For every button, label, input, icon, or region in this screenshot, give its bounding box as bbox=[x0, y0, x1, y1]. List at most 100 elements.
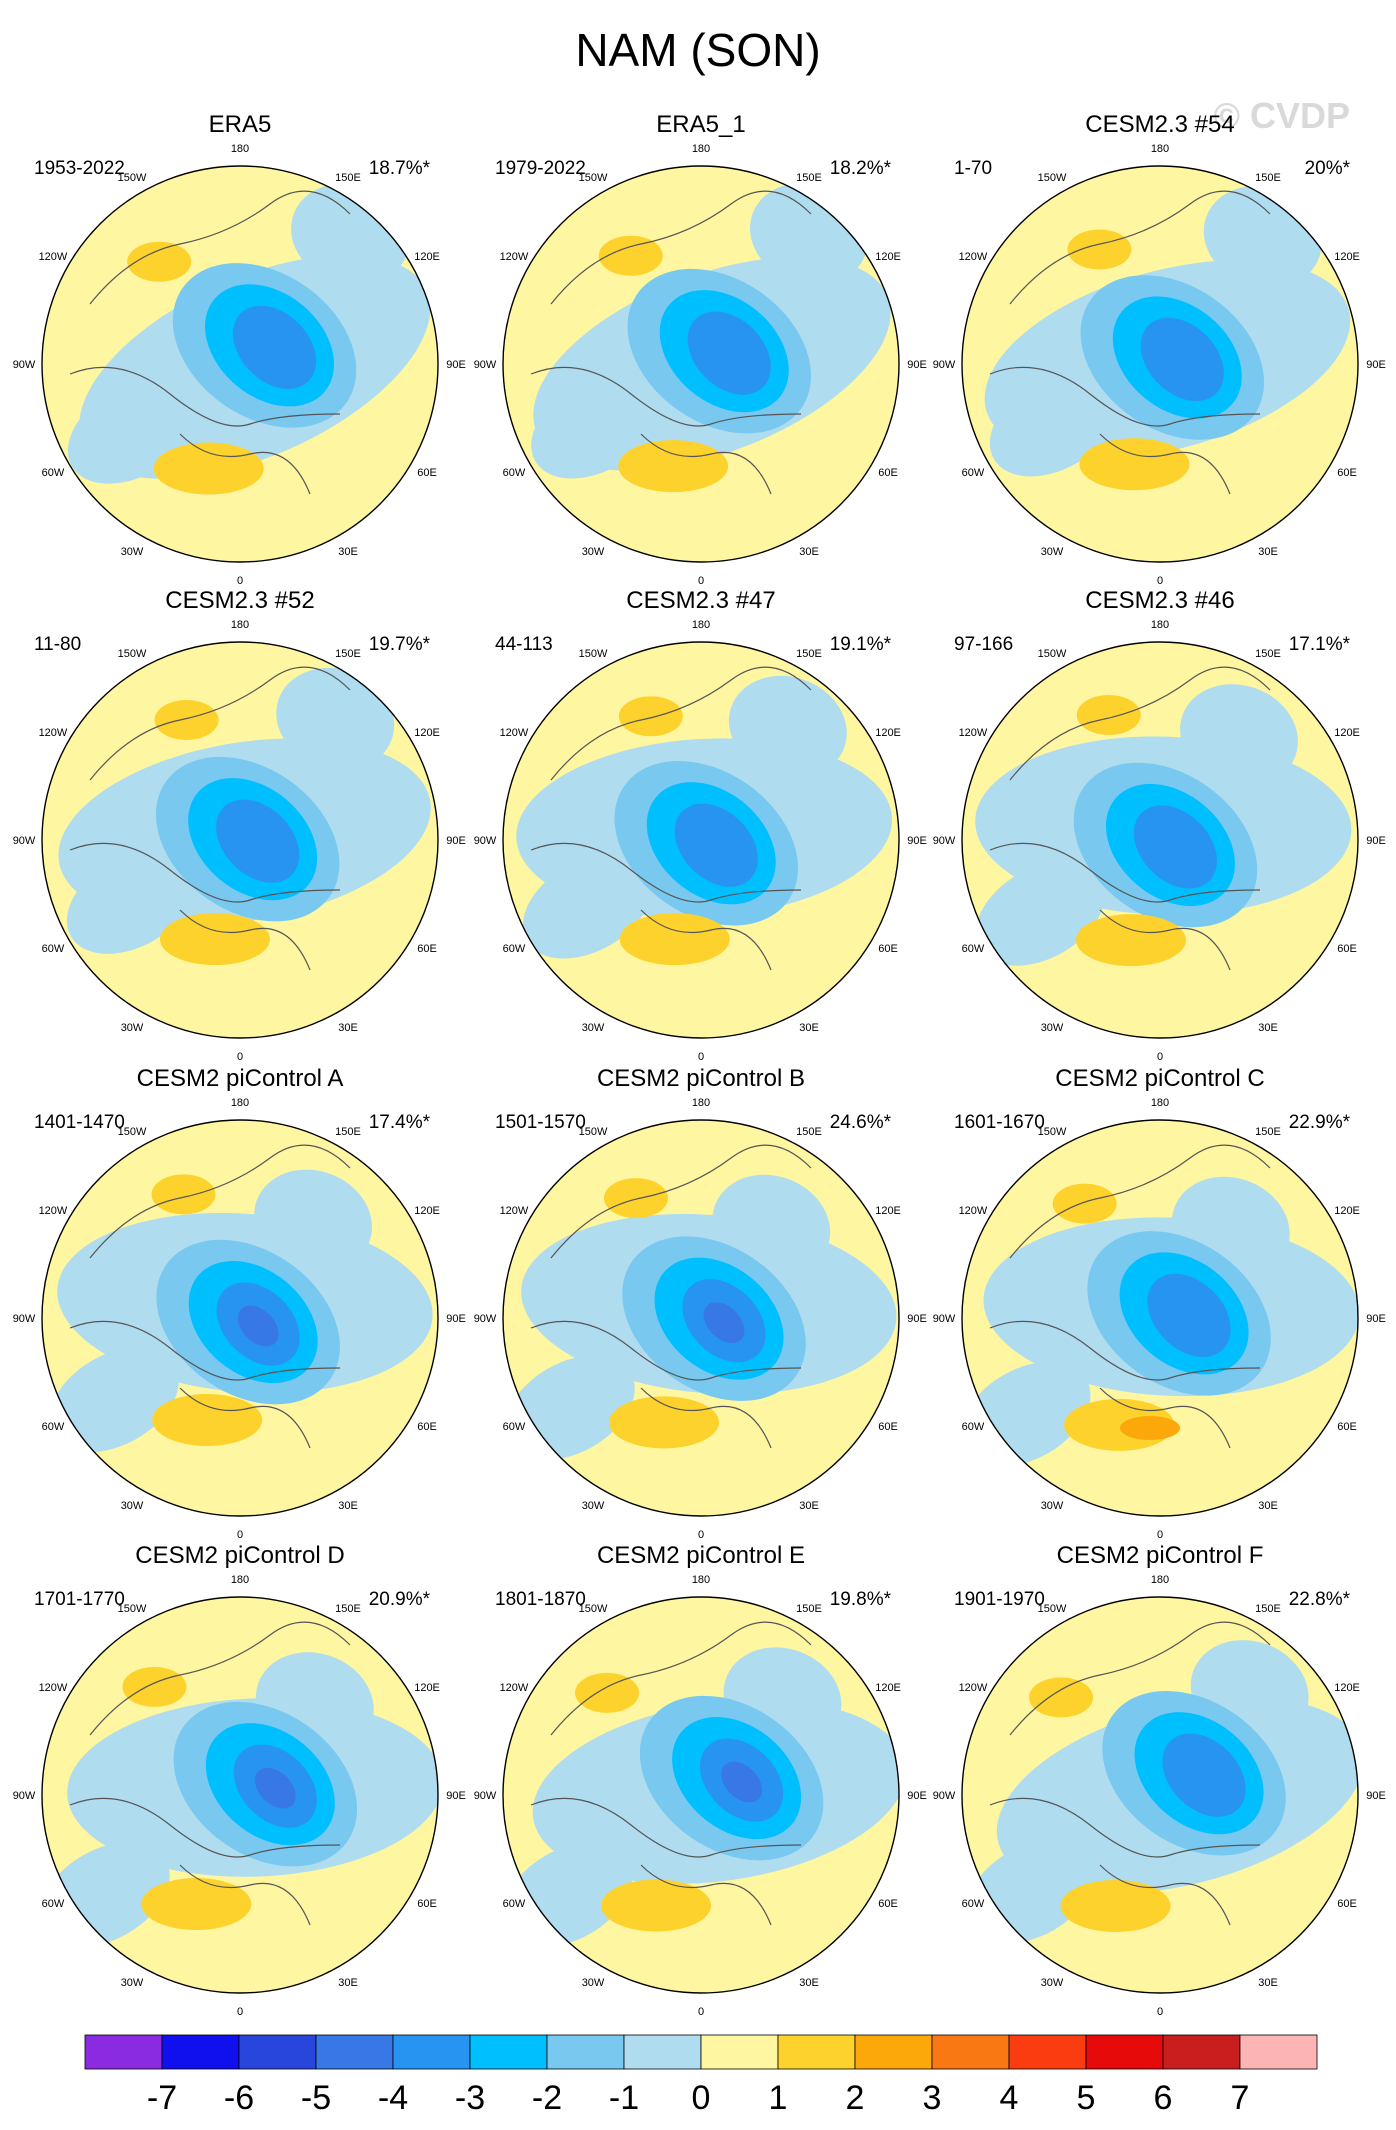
longitude-label: 120W bbox=[959, 251, 988, 263]
longitude-label: 120E bbox=[414, 1205, 440, 1217]
longitude-label: 30E bbox=[1258, 546, 1278, 558]
longitude-label: 60E bbox=[417, 1898, 437, 1910]
longitude-label: 60W bbox=[42, 943, 65, 955]
longitude-label: 90E bbox=[1366, 1313, 1386, 1325]
longitude-label: 60W bbox=[503, 1421, 526, 1433]
longitude-label: 60W bbox=[962, 943, 985, 955]
positive-region bbox=[598, 235, 663, 276]
contour-field bbox=[42, 1597, 438, 1993]
longitude-label: 30W bbox=[582, 1022, 605, 1034]
longitude-label: 30W bbox=[1041, 1500, 1064, 1512]
longitude-label: 150E bbox=[335, 1603, 361, 1615]
coastlines bbox=[530, 1144, 812, 1449]
negative-region bbox=[522, 853, 653, 959]
longitude-label: 120E bbox=[1334, 1205, 1360, 1217]
panel-title: ERA5_1 bbox=[656, 111, 745, 138]
positive-region bbox=[1067, 229, 1132, 270]
longitude-label: 90W bbox=[933, 835, 956, 847]
colorbar-tick-label: 2 bbox=[846, 2079, 865, 2117]
longitude-label: 150E bbox=[796, 172, 822, 184]
contour-field bbox=[503, 166, 899, 562]
positive-region bbox=[1029, 1677, 1094, 1718]
map-outline bbox=[961, 1596, 1359, 1994]
map-panel: ERA5_1 1979-2022 18.2%* 180 150E 120E 90E 60E 30… bbox=[474, 111, 927, 587]
panel-period: 1-70 bbox=[954, 158, 992, 179]
panel-period: 97-166 bbox=[954, 634, 1013, 655]
positive-region bbox=[154, 699, 219, 740]
negative-core-region bbox=[237, 1305, 279, 1347]
colorbar: -7 -6 -5 -4 -3 -2 -1 0 1 2 3 4 5 6 7 bbox=[84, 2034, 1318, 2117]
positive-region bbox=[159, 913, 270, 966]
colorbar-tick-label: -1 bbox=[609, 2079, 639, 2117]
longitude-label: 30W bbox=[582, 1977, 605, 1989]
longitude-label: 90W bbox=[474, 835, 497, 847]
panel-variance-percent: 19.7%* bbox=[369, 634, 431, 655]
longitude-label: 150W bbox=[118, 1603, 147, 1615]
coastlines bbox=[989, 1621, 1271, 1926]
map-panel: CESM2 piControl C 1601-1670 22.9%* 180 150E 1… bbox=[933, 1065, 1386, 1541]
map-panel: CESM2 piControl B 1501-1570 24.6%* 180 150E 1… bbox=[474, 1065, 927, 1541]
negative-region bbox=[66, 849, 197, 954]
longitude-label: 60W bbox=[42, 1421, 65, 1433]
contour-field bbox=[962, 166, 1358, 562]
map-panel: CESM2.3 #52 11-80 19.7%* 180 150E 120E 90E 60E 3… bbox=[13, 587, 466, 1063]
longitude-label: 150W bbox=[118, 172, 147, 184]
longitude-label: 90E bbox=[907, 1790, 927, 1802]
figure-title: NAM (SON) bbox=[575, 24, 820, 76]
longitude-label: 120W bbox=[39, 1682, 68, 1694]
positive-region bbox=[619, 913, 730, 966]
colorbar-tick-label: 6 bbox=[1154, 2079, 1173, 2117]
positive-region bbox=[122, 1666, 187, 1707]
map-outline bbox=[502, 165, 900, 563]
longitude-label: 30W bbox=[1041, 1022, 1064, 1034]
panel-title: CESM2 piControl C bbox=[1055, 1065, 1264, 1092]
panel-variance-percent: 19.1%* bbox=[830, 634, 892, 655]
map-panel: CESM2 piControl E 1801-1870 19.8%* 180 150E 1… bbox=[474, 1542, 927, 2018]
longitude-label: 90E bbox=[446, 359, 466, 371]
positive-region bbox=[618, 440, 729, 493]
longitude-label: 150W bbox=[579, 172, 608, 184]
longitude-label: 0 bbox=[698, 575, 704, 587]
map-panel: CESM2.3 #54 1-70 20%* 180 150E 120E 90E 60E 30E 0… bbox=[933, 111, 1386, 587]
coastlines bbox=[69, 1621, 351, 1926]
colorbar-box bbox=[854, 2034, 933, 2070]
map-outline bbox=[961, 641, 1359, 1039]
longitude-label: 90W bbox=[13, 835, 36, 847]
longitude-label: 180 bbox=[231, 1097, 249, 1109]
coastlines bbox=[530, 1621, 812, 1926]
longitude-label: 180 bbox=[1151, 1574, 1169, 1586]
colorbar-box bbox=[700, 2034, 779, 2070]
map-outline bbox=[502, 641, 900, 1039]
longitude-label: 150E bbox=[796, 1603, 822, 1615]
longitude-label: 150W bbox=[118, 648, 147, 660]
longitude-label: 120W bbox=[39, 1205, 68, 1217]
longitude-label: 90E bbox=[1366, 1790, 1386, 1802]
longitude-label: 90E bbox=[446, 835, 466, 847]
negative-region bbox=[1133, 805, 1218, 889]
panel-period: 1501-1570 bbox=[495, 1112, 586, 1133]
longitude-label: 60E bbox=[878, 467, 898, 479]
panel-variance-percent: 19.8%* bbox=[830, 1589, 892, 1610]
negative-region bbox=[232, 305, 317, 389]
longitude-label: 150E bbox=[1255, 1126, 1281, 1138]
panel-title: CESM2 piControl E bbox=[597, 1542, 805, 1569]
longitude-label: 0 bbox=[1157, 2006, 1163, 2018]
longitude-label: 90E bbox=[446, 1790, 466, 1802]
longitude-label: 90E bbox=[907, 835, 927, 847]
coastlines bbox=[989, 666, 1271, 971]
panel-title: CESM2 piControl A bbox=[137, 1065, 344, 1092]
longitude-label: 90E bbox=[907, 1313, 927, 1325]
longitude-label: 60E bbox=[1337, 1421, 1357, 1433]
longitude-label: 180 bbox=[692, 143, 710, 155]
longitude-label: 120W bbox=[959, 727, 988, 739]
map-outline bbox=[502, 1119, 900, 1517]
negative-region bbox=[728, 675, 847, 779]
longitude-label: 150E bbox=[335, 172, 361, 184]
map-panel: CESM2 piControl D 1701-1770 20.9%* 180 150E 1… bbox=[13, 1542, 466, 2018]
panel-variance-percent: 18.7%* bbox=[369, 158, 431, 179]
colorbar-box bbox=[1008, 2034, 1087, 2070]
longitude-label: 0 bbox=[237, 1051, 243, 1063]
longitude-label: 60E bbox=[878, 1898, 898, 1910]
map-outline bbox=[41, 165, 439, 563]
longitude-label: 60E bbox=[417, 467, 437, 479]
